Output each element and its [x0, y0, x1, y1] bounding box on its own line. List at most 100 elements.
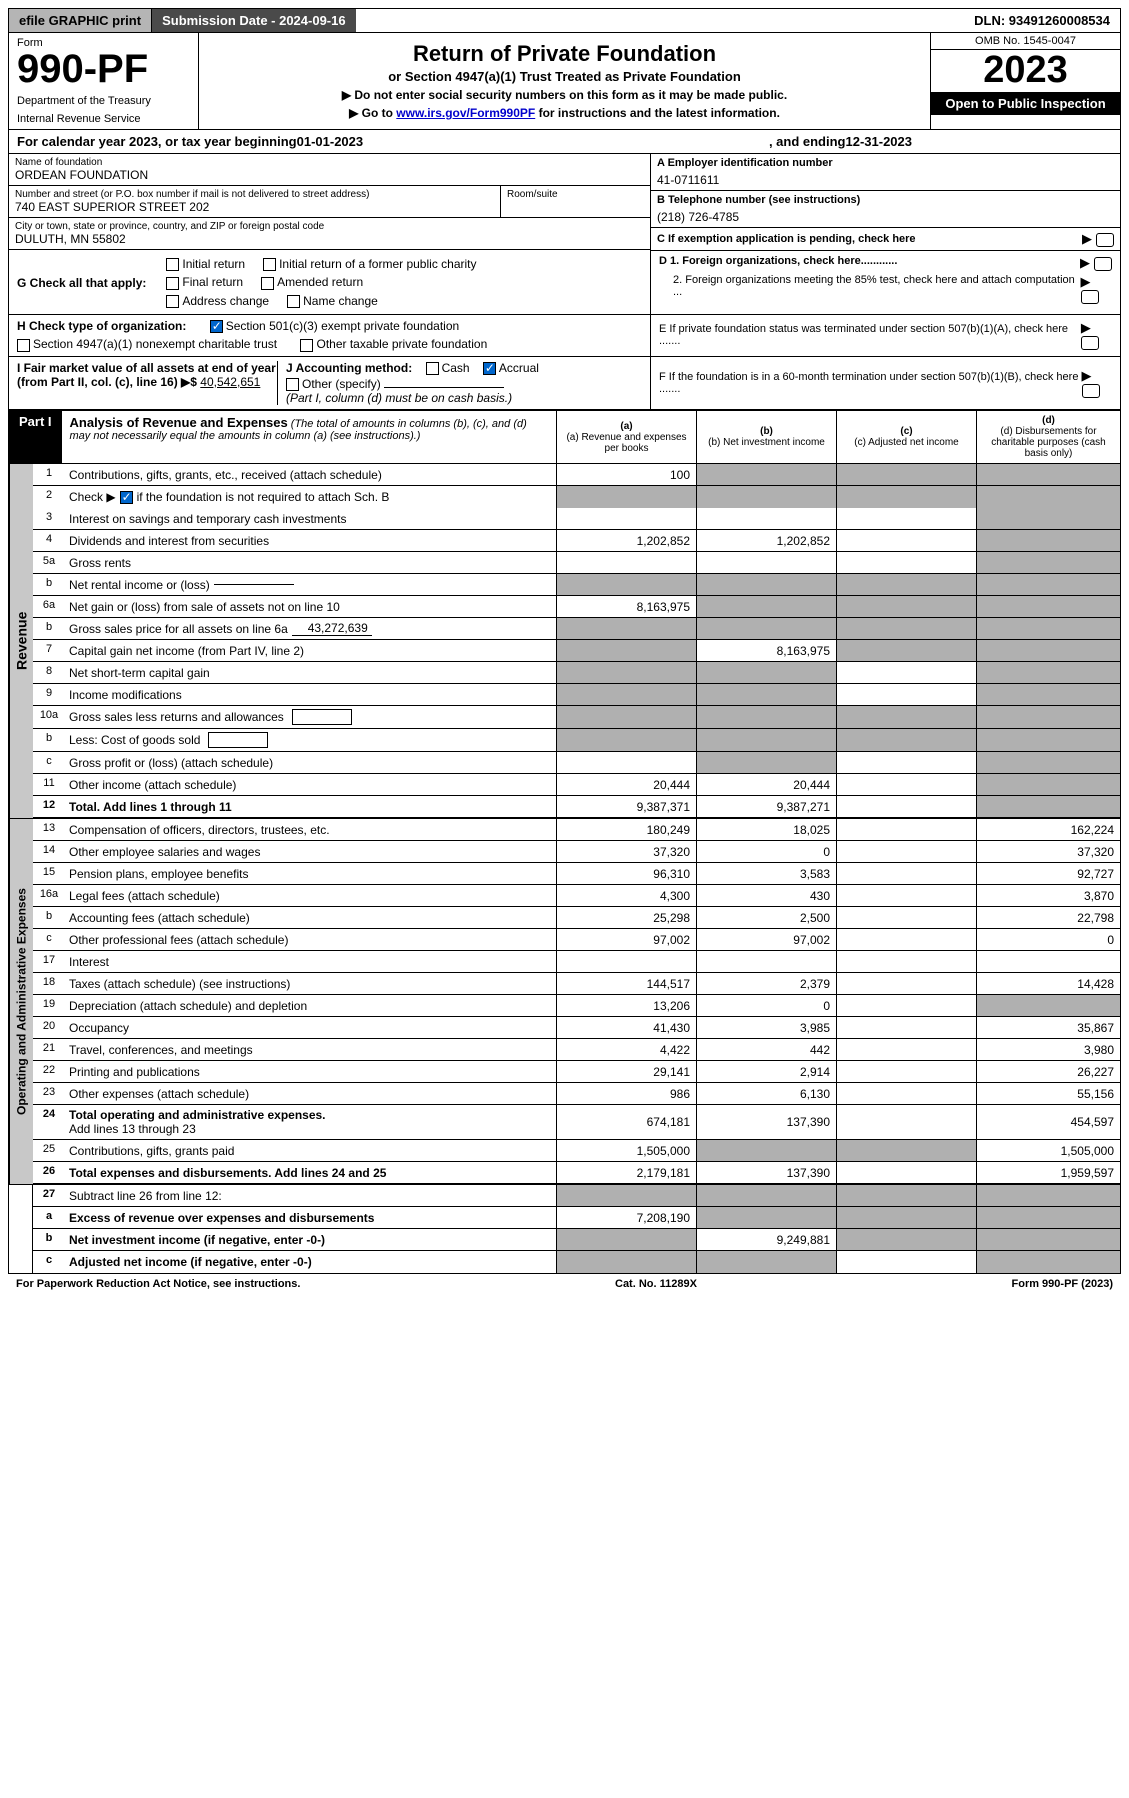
line-21-a: 4,422 [556, 1039, 696, 1060]
line-10a-c [836, 706, 976, 728]
line-21-c [836, 1039, 976, 1060]
line-27b-c [836, 1229, 976, 1250]
h-501c3-cb[interactable] [210, 320, 223, 333]
line-26-b: 137,390 [696, 1162, 836, 1183]
c-checkbox[interactable] [1096, 233, 1114, 247]
d2-checkbox[interactable] [1081, 290, 1099, 304]
line-24-b: 137,390 [696, 1105, 836, 1139]
street-address: 740 EAST SUPERIOR STREET 202 [15, 200, 494, 214]
line-18-a: 144,517 [556, 973, 696, 994]
line-6a-b [696, 596, 836, 617]
expenses-side-label: Operating and Administrative Expenses [9, 819, 33, 1184]
line-7-c [836, 640, 976, 661]
line-12-d [976, 796, 1120, 817]
form990pf-link[interactable]: www.irs.gov/Form990PF [396, 106, 535, 120]
line-25-desc: Contributions, gifts, grants paid [65, 1140, 556, 1161]
line-8-a [556, 662, 696, 683]
col-c-header: (c)(c) Adjusted net income [836, 411, 976, 463]
line-10b-c [836, 729, 976, 751]
line-22-b: 2,914 [696, 1061, 836, 1082]
line-18-desc: Taxes (attach schedule) (see instruction… [65, 973, 556, 994]
h-501c3-label: Section 501(c)(3) exempt private foundat… [226, 319, 459, 333]
line-27-desc: Subtract line 26 from line 12: [65, 1185, 556, 1206]
d1-checkbox[interactable] [1094, 257, 1112, 271]
j-other-label: Other (specify) [302, 377, 381, 391]
line-10b-a [556, 729, 696, 751]
line-11-c [836, 774, 976, 795]
room-label: Room/suite [507, 189, 644, 200]
line-8-d [976, 662, 1120, 683]
g-name-cb[interactable] [287, 295, 300, 308]
j-label: J Accounting method: [286, 361, 412, 375]
line-27b-num: b [33, 1229, 65, 1250]
phone-label: B Telephone number (see instructions) [657, 194, 1114, 206]
e-checkbox[interactable] [1081, 336, 1099, 350]
line-14-c [836, 841, 976, 862]
line-13-c [836, 819, 976, 840]
line-17-b [696, 951, 836, 972]
h-4947-label: Section 4947(a)(1) nonexempt charitable … [33, 337, 277, 351]
note2-post: for instructions and the latest informat… [535, 106, 780, 120]
line-22-a: 29,141 [556, 1061, 696, 1082]
line-19-d [976, 995, 1120, 1016]
line-9-num: 9 [33, 684, 65, 705]
line-6b-a [556, 618, 696, 639]
line-6a-a: 8,163,975 [556, 596, 696, 617]
line-8-num: 8 [33, 662, 65, 683]
g-address-cb[interactable] [166, 295, 179, 308]
line-10c-b [696, 752, 836, 773]
line-1-num: 1 [33, 464, 65, 485]
g-final-cb[interactable] [166, 277, 179, 290]
line-10b-num: b [33, 729, 65, 751]
g-address-label: Address change [182, 294, 269, 308]
calyear-mid: , and ending [769, 134, 846, 149]
j-accrual-cb[interactable] [483, 362, 496, 375]
f-checkbox[interactable] [1082, 384, 1100, 398]
line-21-b: 442 [696, 1039, 836, 1060]
top-bar: efile GRAPHIC print Submission Date - 20… [8, 8, 1121, 33]
g-initial-former-label: Initial return of a former public charit… [279, 257, 476, 271]
line-5b-d [976, 574, 1120, 595]
line-5b-text: Net rental income or (loss) [69, 578, 210, 592]
line-13-num: 13 [33, 819, 65, 840]
line-4-num: 4 [33, 530, 65, 551]
col-d-header: (d)(d) Disbursements for charitable purp… [976, 411, 1120, 463]
line-5a-desc: Gross rents [65, 552, 556, 573]
g-initial-former-cb[interactable] [263, 258, 276, 271]
line-2-cb[interactable] [120, 491, 133, 504]
line-3-c [836, 508, 976, 529]
g-initial-cb[interactable] [166, 258, 179, 271]
line-27a-num: a [33, 1207, 65, 1228]
h-4947-cb[interactable] [17, 339, 30, 352]
line-16a-c [836, 885, 976, 906]
line-25-num: 25 [33, 1140, 65, 1161]
g-final-label: Final return [182, 275, 243, 289]
city-label: City or town, state or province, country… [15, 221, 644, 232]
line-18-d: 14,428 [976, 973, 1120, 994]
j-cash-cb[interactable] [426, 362, 439, 375]
line-16b-d: 22,798 [976, 907, 1120, 928]
line-27-b [696, 1185, 836, 1206]
line-3-desc: Interest on savings and temporary cash i… [65, 508, 556, 529]
g-amended-cb[interactable] [261, 277, 274, 290]
calyear-begin: 01-01-2023 [297, 134, 364, 149]
line-14-b: 0 [696, 841, 836, 862]
line-5a-a [556, 552, 696, 573]
g-initial-label: Initial return [182, 257, 245, 271]
line-26-num: 26 [33, 1162, 65, 1183]
line-6b-d [976, 618, 1120, 639]
j-other-cb[interactable] [286, 378, 299, 391]
line-15-num: 15 [33, 863, 65, 884]
j-note: (Part I, column (d) must be on cash basi… [286, 391, 642, 405]
efile-label[interactable]: efile GRAPHIC print [9, 9, 152, 32]
line-4-desc: Dividends and interest from securities [65, 530, 556, 551]
line-13-b: 18,025 [696, 819, 836, 840]
h-other-cb[interactable] [300, 339, 313, 352]
col-b-text: (b) Net investment income [701, 437, 832, 448]
line-6a-c [836, 596, 976, 617]
line-12-num: 12 [33, 796, 65, 817]
line-7-b: 8,163,975 [696, 640, 836, 661]
line-19-num: 19 [33, 995, 65, 1016]
revenue-side-label: Revenue [9, 464, 33, 818]
line-11-b: 20,444 [696, 774, 836, 795]
